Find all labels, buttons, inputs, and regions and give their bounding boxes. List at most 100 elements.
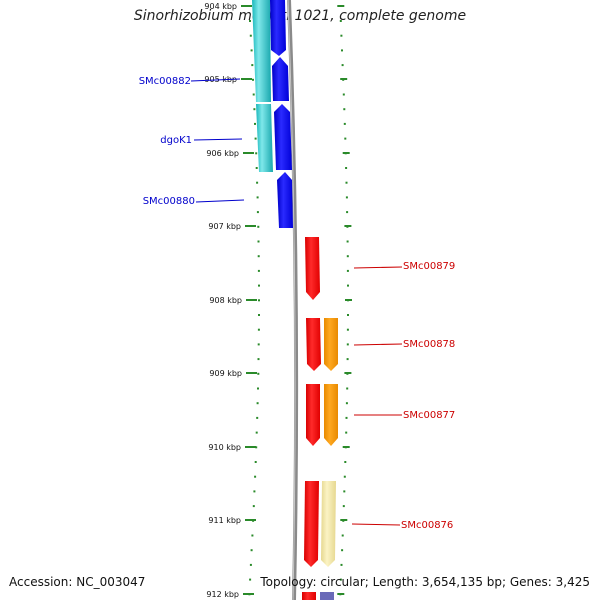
minor-tick: [255, 446, 258, 449]
gene-label-smc00882[interactable]: SMc00882: [139, 76, 191, 87]
minor-tick: [343, 122, 346, 125]
feature-pale-1[interactable]: [321, 481, 336, 567]
axis-tick-904: 904 kbp: [204, 2, 252, 11]
minor-tick: [346, 358, 349, 361]
minor-tick: [257, 372, 260, 375]
minor-tick: [345, 431, 348, 434]
minor-tick: [342, 93, 345, 96]
gene-arrow-smc00882[interactable]: [272, 57, 289, 101]
feature-cyan-2[interactable]: [256, 104, 273, 172]
minor-tick: [254, 137, 257, 140]
gene-label-smc00877[interactable]: SMc00877: [403, 410, 455, 421]
gene-arrow-bottom-red[interactable]: [302, 592, 316, 600]
minor-tick: [252, 505, 255, 508]
minor-tick: [256, 211, 259, 214]
minor-tick: [252, 93, 255, 96]
tick-label: 907 kbp: [208, 222, 241, 231]
minor-tick: [346, 328, 349, 331]
minor-tick: [347, 314, 349, 316]
minor-tick: [342, 505, 345, 508]
tick-label: 910 kbp: [208, 443, 241, 452]
axis-tick-906: 906 kbp: [206, 149, 254, 158]
minor-tick: [257, 240, 260, 243]
minor-tick: [257, 343, 260, 346]
tick-label: 904 kbp: [204, 2, 237, 11]
tick-label: 911 kbp: [208, 516, 241, 525]
axis-tick-908: 908 kbp: [209, 296, 257, 305]
minor-tick: [340, 34, 343, 37]
minor-tick: [346, 211, 349, 214]
minor-tick: [340, 563, 343, 566]
minor-tick: [258, 299, 260, 302]
outer-ticks: [337, 5, 352, 596]
minor-tick: [346, 387, 349, 390]
minor-tick: [344, 461, 347, 463]
minor-tick: [345, 196, 348, 199]
axis-tick-909: 909 kbp: [209, 369, 257, 378]
minor-tick: [258, 314, 260, 316]
leader-smc00876: [351, 523, 401, 526]
minor-tick: [253, 108, 256, 111]
axis-tick-912: 912 kbp: [206, 590, 254, 599]
gene-label-smc00878[interactable]: SMc00878: [403, 339, 455, 350]
axis-tick-911: 911 kbp: [208, 516, 256, 525]
minor-tick: [343, 108, 346, 111]
gene-arrow-smc00878[interactable]: [306, 318, 321, 371]
gene-label-smc00880[interactable]: SMc00880: [143, 196, 195, 207]
inner-ticks: [248, 20, 260, 596]
minor-tick: [254, 475, 257, 478]
minor-tick: [346, 343, 349, 346]
minor-tick: [345, 416, 348, 419]
minor-tick: [346, 269, 349, 272]
gene-arrow-smc00883[interactable]: [270, 0, 286, 56]
feature-cyan-1[interactable]: [252, 0, 271, 102]
tick-label: 912 kbp: [206, 590, 239, 599]
minor-tick: [256, 181, 259, 184]
accession-text: Accession: NC_003047: [9, 575, 146, 589]
feature-orange-1[interactable]: [324, 318, 338, 371]
leader-smc00880: [195, 199, 245, 203]
minor-tick: [256, 196, 259, 199]
minor-tick: [257, 387, 259, 390]
minor-tick: [343, 475, 346, 478]
minor-tick: [343, 490, 346, 493]
tick-label: 909 kbp: [209, 369, 242, 378]
gene-label-smc00876[interactable]: SMc00876: [401, 520, 453, 531]
minor-tick: [249, 20, 251, 22]
minor-tick: [255, 167, 258, 169]
minor-tick: [339, 20, 342, 22]
minor-tick: [255, 152, 258, 155]
axis-tick-910: 910 kbp: [208, 443, 256, 452]
tick-label: 906 kbp: [206, 149, 239, 158]
gene-arrow-smc00877[interactable]: [306, 384, 320, 446]
minor-tick: [339, 578, 342, 581]
minor-tick: [253, 490, 256, 493]
gene-arrow-dgok1[interactable]: [274, 104, 292, 170]
feature-bottom-purple[interactable]: [320, 592, 334, 600]
gene-arrow-smc00876[interactable]: [304, 481, 319, 567]
gene-label-smc00879[interactable]: SMc00879: [403, 261, 455, 272]
minor-tick: [254, 461, 257, 463]
minor-tick: [249, 578, 252, 581]
genome-backbone: [287, 0, 299, 600]
minor-tick: [347, 284, 349, 287]
feature-orange-2[interactable]: [324, 384, 338, 446]
leader-dgok1: [193, 138, 243, 141]
axis-tick-907: 907 kbp: [208, 222, 256, 231]
minor-tick: [255, 431, 258, 434]
gene-arrow-smc00879[interactable]: [305, 237, 320, 300]
map-title: Sinorhizobium meliloti 1021, complete ge…: [133, 8, 467, 24]
minor-tick: [345, 402, 348, 405]
leader-smc00878: [353, 343, 403, 346]
minor-tick: [257, 225, 260, 228]
minor-tick: [257, 328, 260, 331]
minor-tick: [345, 181, 348, 184]
minor-tick: [257, 358, 260, 361]
minor-tick: [341, 534, 344, 537]
tick-label: 908 kbp: [209, 296, 242, 305]
minor-tick: [252, 78, 254, 81]
minor-tick: [249, 563, 252, 566]
gene-label-dgok1[interactable]: dgoK1: [160, 135, 192, 146]
gene-arrow-smc00880[interactable]: [277, 172, 293, 228]
